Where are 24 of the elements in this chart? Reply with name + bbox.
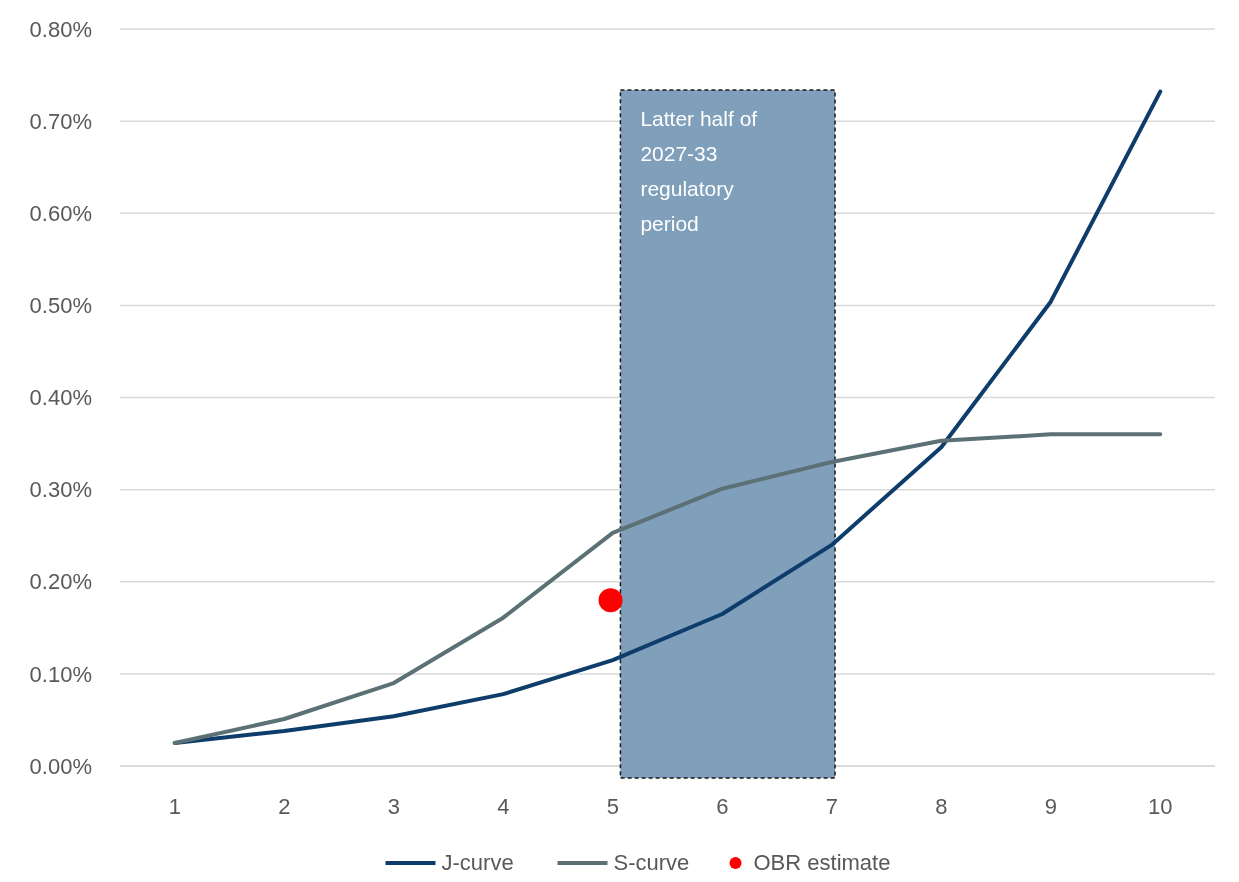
line-series	[172, 432, 1163, 745]
legend-label: S-curve	[613, 850, 690, 875]
x-tick-label: 2	[278, 794, 291, 819]
x-tick-label: 8	[935, 794, 948, 819]
x-tick-label: 10	[1148, 794, 1173, 819]
x-tick-label: 3	[387, 794, 400, 819]
y-tick-label: 0.30%	[29, 477, 92, 503]
x-tick-label: 9	[1044, 794, 1057, 819]
x-tick-label: 4	[497, 794, 510, 819]
y-tick-label: 0.10%	[29, 661, 92, 687]
x-tick-label: 6	[716, 794, 729, 819]
x-tick-label: 1	[168, 794, 181, 819]
y-tick-label: 0.50%	[29, 293, 92, 319]
y-tick-label: 0.40%	[29, 385, 92, 411]
legend-label: OBR estimate	[753, 850, 891, 875]
y-tick-label: 0.80%	[29, 16, 92, 42]
y-tick-label: 0.70%	[29, 108, 92, 134]
y-tick-label: 0.60%	[29, 200, 92, 226]
legend-label: J-curve	[441, 850, 514, 875]
x-tick-label: 7	[825, 794, 838, 819]
y-tick-label: 0.20%	[29, 569, 92, 595]
y-tick-label: 0.00%	[29, 753, 92, 779]
x-tick-label: 5	[606, 794, 619, 819]
band-label: Latter half of 2027-33 regulatory period	[640, 107, 758, 235]
